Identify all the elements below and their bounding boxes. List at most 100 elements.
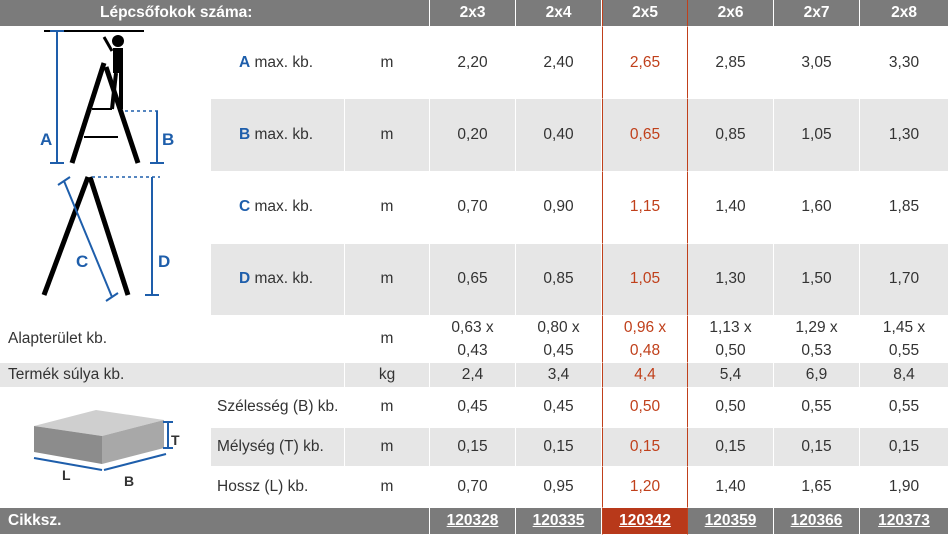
product-code-link[interactable]: 120335	[532, 512, 585, 529]
label-c: C	[76, 252, 88, 271]
value-line: 0,53	[801, 342, 832, 359]
product-code-link[interactable]: 120366	[790, 512, 843, 529]
package-illustration: T L B	[33, 410, 180, 489]
col-header: 2x3	[430, 0, 517, 27]
label-b: B	[162, 130, 174, 149]
product-code-link[interactable]: 120342	[619, 512, 671, 529]
value-cell: 3,4	[516, 363, 603, 388]
product-code-cell: 120359	[688, 508, 775, 535]
value-cell: 0,15	[516, 427, 603, 468]
value-line: 1,29 x	[795, 319, 838, 336]
row-alapterulet: Alapterület kb. m 0,63 x 0,43 0,80 x 0,45 …	[0, 316, 949, 363]
value-cell: 1,30	[688, 243, 775, 316]
value-line: 0,48	[629, 342, 661, 359]
footer-row: Cikksz. 120328 120335 120342 120359 1203…	[0, 508, 949, 535]
label-l: L	[62, 467, 71, 483]
unit: m	[345, 427, 431, 468]
row-suly: Termék súlya kb. kg 2,4 3,4 4,4 5,4 6,9 …	[0, 363, 949, 388]
value-cell: 0,65	[430, 243, 517, 316]
value-cell: 2,20	[430, 27, 517, 100]
ladder-diagram: A B C	[0, 27, 211, 316]
value-cell: 0,15	[688, 427, 775, 468]
value-line: 0,43	[457, 342, 488, 359]
value-cell: 0,55	[774, 388, 861, 428]
value-cell: 0,45	[430, 388, 517, 428]
unit: m	[345, 467, 431, 508]
value-line: 0,96 x	[623, 319, 667, 336]
label-d: D	[158, 252, 170, 271]
row-hossz: Hossz (L) kb. m 0,70 0,95 1,20 1,40 1,65…	[0, 467, 949, 508]
value-cell: 1,85	[860, 171, 949, 244]
product-code-cell: 120328	[430, 508, 517, 535]
row-b: B max. kb. m 0,20 0,40 0,65 0,85 1,05 1,…	[0, 99, 949, 172]
value-cell: 0,20	[430, 99, 517, 172]
row-label: Mélység (T) kb.	[211, 427, 345, 468]
col-header: 2x6	[688, 0, 775, 27]
product-code-cell: 120335	[516, 508, 603, 535]
value-cell: 0,15	[430, 427, 517, 468]
label-box-b: B	[124, 473, 134, 489]
product-code-cell-highlight: 120342	[602, 508, 689, 535]
value-cell-highlight: 4,4	[602, 363, 689, 388]
row-melyseg: Mélység (T) kb. m 0,15 0,15 0,15 0,15 0,…	[0, 427, 949, 468]
unit: m	[345, 243, 431, 316]
row-label: A max. kb.	[211, 27, 345, 100]
value-line: 0,80 x	[537, 319, 580, 336]
row-label: C max. kb.	[211, 171, 345, 244]
value-cell: 0,70	[430, 171, 517, 244]
value-cell: 0,85	[688, 99, 775, 172]
row-label-text: max. kb.	[250, 53, 314, 71]
value-cell-highlight: 1,15	[602, 171, 689, 244]
value-cell: 0,45	[516, 388, 603, 428]
col-header-highlight: 2x5	[602, 0, 689, 27]
value-cell: 1,65	[774, 467, 861, 508]
unit: kg	[345, 363, 431, 388]
unit: m	[345, 388, 431, 428]
footer-label: Cikksz.	[0, 508, 431, 535]
product-code-cell: 120373	[860, 508, 949, 535]
product-code-link[interactable]: 120359	[704, 512, 757, 529]
row-d: D max. kb. m 0,65 0,85 1,05 1,30 1,50 1,…	[0, 243, 949, 316]
row-label-text: max. kb.	[250, 125, 314, 143]
row-label: Hossz (L) kb.	[211, 467, 345, 508]
row-letter: B	[239, 125, 251, 143]
row-label: D max. kb.	[211, 243, 345, 316]
value-cell: 3,05	[774, 27, 861, 100]
row-letter: C	[239, 198, 251, 216]
value-cell: 5,4	[688, 363, 775, 388]
row-c: C max. kb. m 0,70 0,90 1,15 1,40 1,60 1,…	[0, 171, 949, 244]
value-cell: 0,40	[516, 99, 603, 172]
value-cell: 3,30	[860, 27, 949, 100]
value-cell: 2,4	[430, 363, 517, 388]
value-cell: 0,95	[516, 467, 603, 508]
value-cell: 0,55	[860, 388, 949, 428]
value-cell: 1,30	[860, 99, 949, 172]
value-cell: 0,63 x 0,43	[430, 316, 517, 363]
row-letter: D	[239, 270, 251, 288]
value-cell-highlight: 0,50	[602, 388, 689, 428]
value-cell: 1,45 x 0,55	[860, 316, 949, 363]
value-cell: 1,40	[688, 171, 775, 244]
col-header: 2x8	[860, 0, 949, 27]
value-cell: 0,80 x 0,45	[516, 316, 603, 363]
value-cell: 1,05	[774, 99, 861, 172]
value-cell: 0,85	[516, 243, 603, 316]
row-label: Termék súlya kb.	[0, 363, 345, 388]
value-line: 0,63 x	[451, 319, 494, 336]
value-line: 1,13 x	[709, 319, 752, 336]
value-line: 0,50	[715, 342, 746, 359]
value-cell: 8,4	[860, 363, 949, 388]
value-line: 1,45 x	[882, 319, 926, 336]
value-cell: 1,29 x 0,53	[774, 316, 861, 363]
value-cell: 0,70	[430, 467, 517, 508]
product-code-link[interactable]: 120373	[878, 512, 930, 529]
col-header: 2x4	[516, 0, 603, 27]
unit: m	[345, 171, 431, 244]
value-cell: 2,85	[688, 27, 775, 100]
value-cell-highlight: 0,65	[602, 99, 689, 172]
product-code-link[interactable]: 120328	[446, 512, 499, 529]
row-label-text: max. kb.	[250, 198, 314, 216]
value-cell: 1,50	[774, 243, 861, 316]
value-cell: 0,50	[688, 388, 775, 428]
